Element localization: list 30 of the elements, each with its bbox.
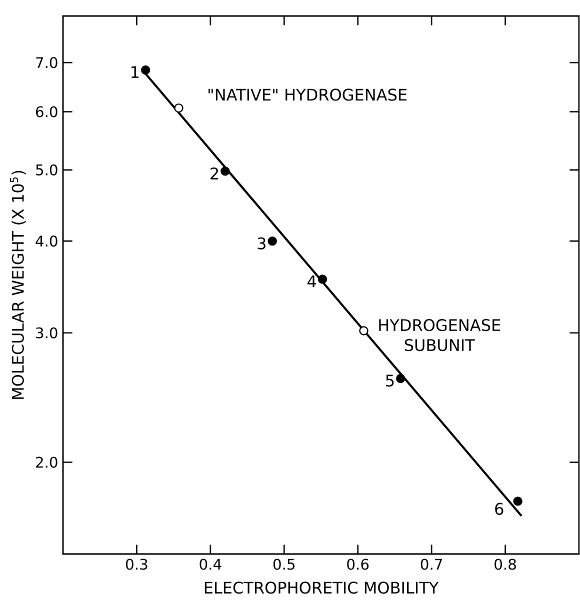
x-tick-label: 0.8 <box>494 558 516 570</box>
x-tick-label: 0.3 <box>126 558 148 570</box>
point <box>268 236 278 246</box>
point <box>220 166 230 176</box>
y-tick-label: 5.0 <box>36 164 58 176</box>
y-tick-label: 3.0 <box>36 327 58 338</box>
annotation: HYDROGENASE SUBUNIT <box>379 319 500 352</box>
x-axis-title: ELECTROPHORETIC MOBILITY <box>205 582 439 594</box>
x-tick-label: 0.7 <box>421 558 442 570</box>
point <box>513 496 523 506</box>
point <box>359 326 368 336</box>
y-tick-label: 7.0 <box>36 57 58 68</box>
y-tick-label: 6.0 <box>36 106 58 118</box>
annotation: 5 <box>386 374 394 387</box>
y-tick-label: 4.0 <box>36 236 58 247</box>
annotation: 6 <box>495 502 504 515</box>
annotation: 1 <box>132 66 139 78</box>
x-tick-label: 0.6 <box>347 558 369 570</box>
x-tick-label: 0.4 <box>200 558 222 570</box>
y-tick-label: 2.0 <box>36 456 58 468</box>
annotation: 4 <box>308 275 316 288</box>
annotation: "NATIVE" HYDROGENASE <box>208 88 407 101</box>
point <box>174 103 184 113</box>
point <box>318 274 328 284</box>
x-tick-label: 0.5 <box>274 558 295 570</box>
point <box>396 374 406 384</box>
annotation: 3 <box>258 237 266 250</box>
point <box>141 65 150 75</box>
annotation: 2 <box>210 167 218 180</box>
y-axis-title: MOLECULAR WEIGHT (X 10$^{5}$) <box>10 170 26 399</box>
